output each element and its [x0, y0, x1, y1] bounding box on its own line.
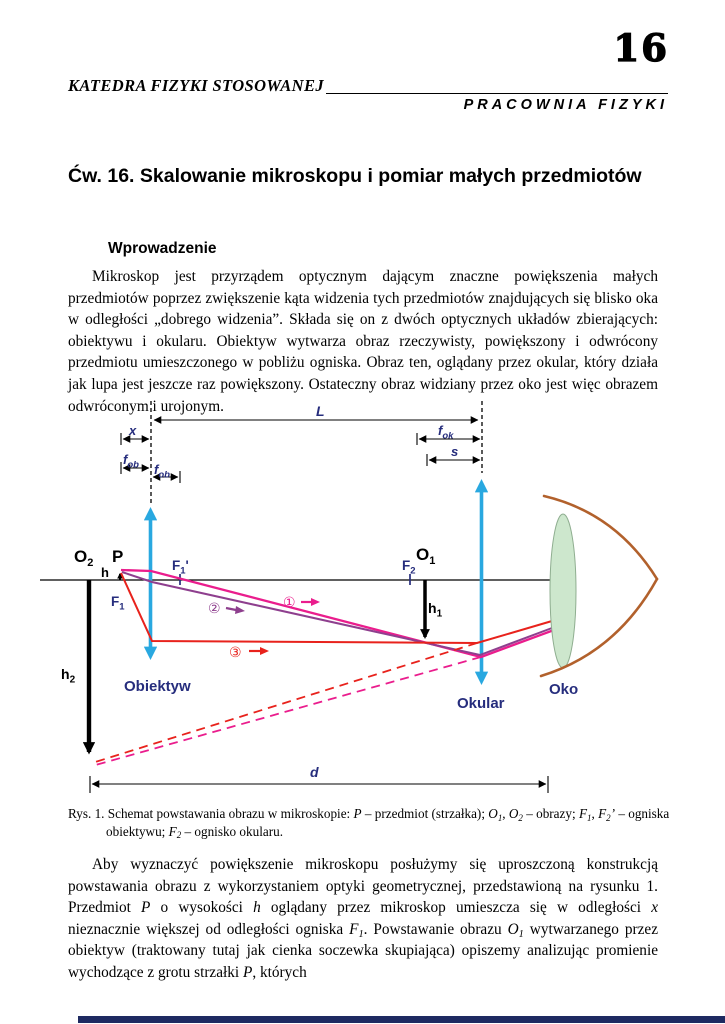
svg-text:②: ②	[208, 601, 221, 617]
dimension-L: L	[153, 403, 479, 424]
svg-text:L: L	[316, 403, 325, 419]
dimension-f-ok: fok	[416, 423, 481, 445]
intro-paragraph: Mikroskop jest przyrządem optycznym dają…	[68, 268, 658, 415]
label-h2: h2	[61, 666, 76, 686]
lab-name: PRACOWNIA FIZYKI	[463, 97, 668, 113]
svg-text:①: ①	[283, 595, 296, 611]
eye-upper-lid	[542, 494, 659, 581]
figure-caption: Rys. 1. Schemat powstawania obrazu w mik…	[68, 806, 670, 840]
ray-1-marker: ①	[283, 595, 320, 611]
svg-text:fob: fob	[154, 462, 170, 481]
label-O1: O1	[416, 545, 435, 567]
label-h1: h1	[428, 600, 443, 620]
svg-text:fok: fok	[438, 423, 454, 442]
virtual-ray-red-dashed	[91, 642, 478, 764]
virtual-ray-magenta-dashed	[91, 656, 482, 767]
label-eyepiece: Okular	[457, 695, 505, 712]
ray-3-red	[120, 572, 553, 645]
dimension-d: d	[89, 764, 549, 793]
section-heading: Wprowadzenie	[108, 240, 217, 257]
ray-2-marker: ②	[208, 601, 245, 617]
label-O2: O2	[74, 547, 93, 569]
label-h: h	[101, 565, 109, 580]
eye-lens	[549, 513, 577, 669]
svg-text:s: s	[451, 444, 458, 459]
construction-paragraph: Aby wyznaczyć powiększenie mikroskopu po…	[68, 856, 658, 981]
label-F2: F2	[402, 558, 416, 577]
label-F1-prime: F1'	[172, 558, 189, 577]
page-number: 16	[613, 26, 669, 70]
svg-text:③: ③	[229, 645, 242, 661]
label-eye: Oko	[549, 681, 578, 698]
ray-1-magenta	[120, 568, 555, 659]
dimension-s: s	[426, 444, 481, 466]
microscope-ray-diagram: L x fok s fob fob	[40, 401, 659, 793]
department-name: KATEDRA FIZYKI STOSOWANEJ	[68, 76, 325, 95]
svg-text:d: d	[310, 764, 319, 780]
ray-2-purple	[121, 571, 553, 657]
bottom-page-rule	[78, 1016, 725, 1023]
eye-drawing	[539, 494, 659, 678]
eye-lower-lid	[539, 577, 659, 678]
dimension-f-ob-right: fob	[152, 462, 181, 483]
header-rule	[326, 76, 668, 94]
svg-text:fob: fob	[123, 452, 139, 471]
ray-3-marker: ③	[229, 645, 269, 661]
exercise-title: Ćw. 16. Skalowanie mikroskopu i pomiar m…	[68, 165, 642, 187]
label-F1: F1	[111, 594, 125, 613]
header-row: KATEDRA FIZYKI STOSOWANEJ	[68, 76, 668, 96]
label-objective: Obiektyw	[124, 678, 191, 695]
label-P: P	[112, 547, 123, 566]
dimension-f-ob-left: fob	[120, 452, 150, 474]
svg-text:x: x	[128, 423, 137, 438]
dimension-x: x	[120, 423, 150, 445]
